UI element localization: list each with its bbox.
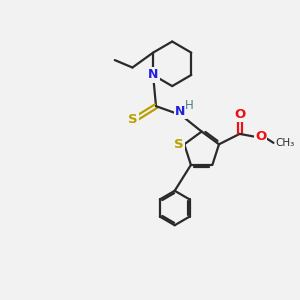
Text: O: O — [255, 130, 266, 143]
Text: CH₃: CH₃ — [275, 138, 294, 148]
Text: H: H — [185, 99, 194, 112]
Text: N: N — [148, 68, 158, 82]
Text: S: S — [128, 113, 137, 126]
Text: O: O — [234, 108, 245, 121]
Text: S: S — [174, 138, 183, 151]
Text: N: N — [175, 105, 186, 118]
